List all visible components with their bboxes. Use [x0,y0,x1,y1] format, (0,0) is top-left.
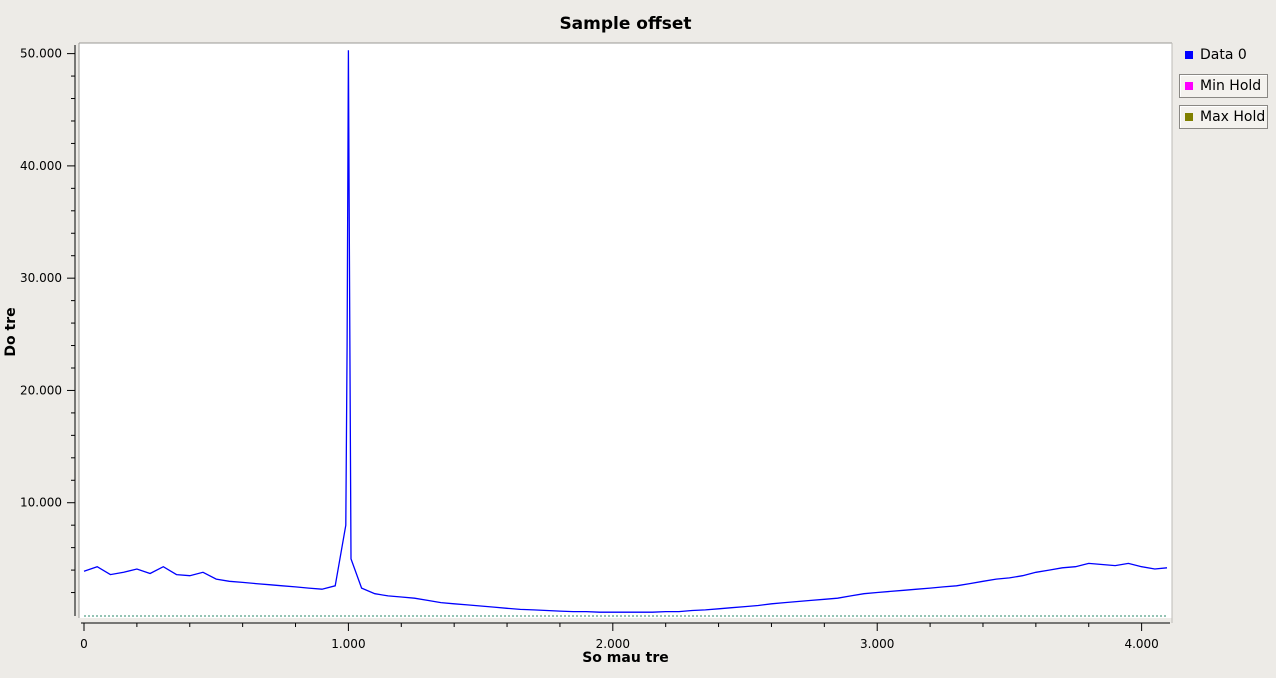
x-tick-label: 3.000 [860,637,894,651]
y-tick-label: 10.000 [20,496,62,510]
y-axis-label: Do tre [3,307,19,357]
x-tick-label: 2.000 [596,637,630,651]
legend-item-max-hold[interactable]: Max Hold [1179,105,1268,129]
legend: Data 0 Min Hold Max Hold [1179,43,1268,136]
series-color-swatch [1185,113,1193,121]
y-tick-label: 40.000 [20,159,62,173]
series-color-swatch [1185,82,1193,90]
legend-item-min-hold[interactable]: Min Hold [1179,74,1268,98]
legend-item-data-0[interactable]: Data 0 [1179,43,1268,67]
x-tick-label: 0 [80,637,88,651]
y-tick-label: 20.000 [20,383,62,397]
legend-label: Data 0 [1200,47,1247,63]
legend-label: Min Hold [1200,78,1262,94]
series-color-swatch [1185,51,1193,59]
y-tick-label: 30.000 [20,271,62,285]
x-tick-label: 4.000 [1124,637,1158,651]
legend-label: Max Hold [1200,109,1266,125]
y-tick-label: 50.000 [20,47,62,61]
x-tick-label: 1.000 [331,637,365,651]
chart-title: Sample offset [559,14,692,34]
series-line-data-0 [83,50,1168,613]
plot-area [79,43,1172,618]
x-axis-label: So mau tre [582,650,669,666]
